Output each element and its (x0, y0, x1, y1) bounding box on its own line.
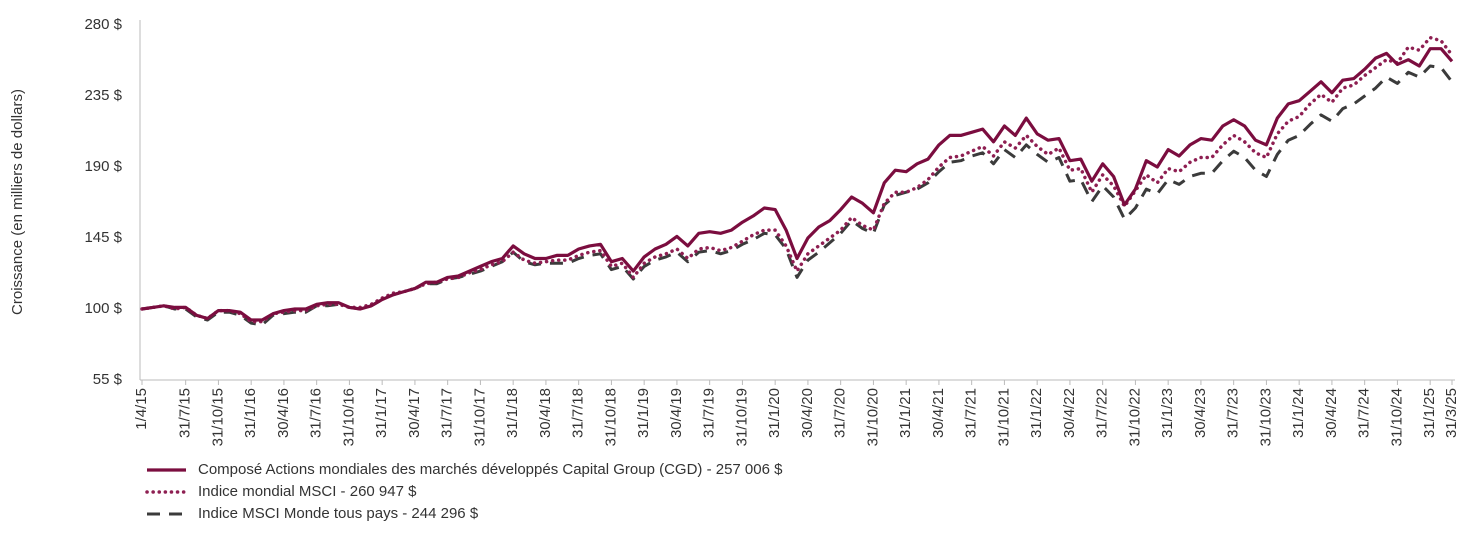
y-tick-label: 280 $ (84, 16, 122, 33)
x-tick-label: 31/1/16 (242, 388, 259, 438)
legend-label: Composé Actions mondiales des marchés dé… (198, 461, 783, 478)
x-tick-label: 31/1/17 (373, 388, 390, 438)
x-tick-label: 31/10/19 (733, 388, 750, 446)
x-tick-label: 31/1/19 (635, 388, 652, 438)
x-tick-label: 31/7/17 (439, 388, 456, 438)
x-tick-label: 31/7/21 (963, 388, 980, 438)
x-tick-label: 31/7/20 (832, 388, 849, 438)
x-tick-label: 30/4/20 (799, 388, 816, 438)
x-tick-label: 31/10/23 (1257, 388, 1274, 446)
y-tick-label: 145 $ (84, 229, 122, 246)
x-tick-label: 31/10/18 (602, 388, 619, 446)
x-tick-label: 30/4/18 (537, 388, 554, 438)
y-tick-label: 55 $ (93, 371, 123, 388)
x-tick-label: 31/1/24 (1290, 388, 1307, 438)
x-tick-label: 31/10/17 (471, 388, 488, 446)
x-tick-label: 30/4/19 (668, 388, 685, 438)
x-tick-label: 30/4/21 (930, 388, 947, 438)
x-tick-label: 31/10/21 (995, 388, 1012, 446)
x-tick-label: 30/4/16 (275, 388, 292, 438)
x-tick-label: 31/10/20 (864, 388, 881, 446)
x-tick-label: 31/7/23 (1225, 388, 1242, 438)
x-tick-label: 31/7/24 (1356, 388, 1373, 438)
x-tick-label: 31/10/16 (340, 388, 357, 446)
legend-label: Indice MSCI Monde tous pays - 244 296 $ (198, 505, 479, 522)
x-tick-label: 31/7/18 (570, 388, 587, 438)
x-tick-label: 30/4/23 (1192, 388, 1209, 438)
x-tick-label: 31/1/22 (1028, 388, 1045, 438)
x-tick-label: 1/4/15 (133, 388, 150, 430)
x-tick-label: 30/4/22 (1061, 388, 1078, 438)
x-tick-label: 31/10/15 (209, 388, 226, 446)
x-tick-label: 31/7/22 (1094, 388, 1111, 438)
x-tick-label: 30/4/24 (1323, 388, 1340, 438)
y-tick-label: 190 $ (84, 158, 122, 175)
series-line (140, 35, 1454, 324)
legend-label: Indice mondial MSCI - 260 947 $ (198, 483, 417, 500)
y-tick-label: 100 $ (84, 300, 122, 317)
x-tick-label: 30/4/17 (406, 388, 423, 438)
series-line (141, 64, 1454, 327)
series-line (141, 47, 1454, 322)
x-tick-label: 31/1/18 (504, 388, 521, 438)
x-tick-label: 31/10/22 (1126, 388, 1143, 446)
x-tick-label: 31/1/23 (1159, 388, 1176, 438)
x-tick-label: 31/10/24 (1388, 388, 1405, 446)
x-tick-label: 31/3/25 (1443, 388, 1460, 438)
x-tick-label: 31/7/16 (308, 388, 325, 438)
y-axis-label: Croissance (en milliers de dollars) (9, 89, 26, 315)
x-tick-label: 31/1/21 (897, 388, 914, 438)
x-tick-label: 31/1/20 (766, 388, 783, 438)
x-tick-label: 31/1/25 (1421, 388, 1438, 438)
x-tick-label: 31/7/19 (701, 388, 718, 438)
y-tick-label: 235 $ (84, 87, 122, 104)
x-tick-label: 31/7/15 (177, 388, 194, 438)
